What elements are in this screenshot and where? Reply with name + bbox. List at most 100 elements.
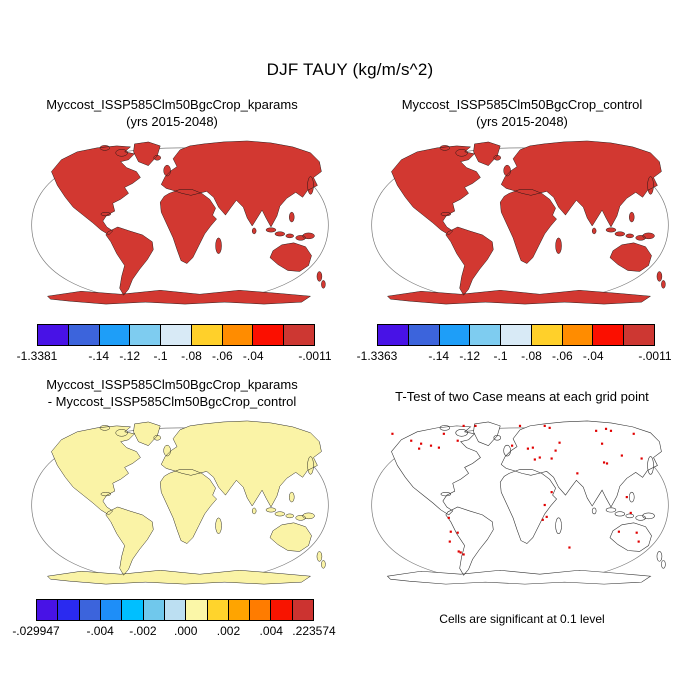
map-difference bbox=[31, 420, 329, 585]
colorbar-swatches bbox=[37, 324, 315, 346]
significant-cell-marker bbox=[459, 551, 462, 554]
colorbar-segment bbox=[593, 325, 625, 345]
significant-cell-marker bbox=[637, 540, 640, 543]
colorbar-segment bbox=[186, 600, 208, 620]
colorbar-segment bbox=[191, 325, 223, 345]
significant-cell-marker bbox=[640, 457, 643, 460]
colorbar-tick-label: -.029947 bbox=[12, 624, 60, 638]
significant-cell-marker bbox=[538, 456, 541, 459]
colorbar-tick-label: -.04 bbox=[582, 349, 604, 363]
significant-cell-marker bbox=[602, 461, 606, 464]
colorbar-tick-label: -.04 bbox=[242, 349, 264, 363]
colorbar-segment bbox=[562, 325, 594, 345]
significant-cell-marker bbox=[511, 444, 514, 447]
map-ttest bbox=[371, 420, 669, 585]
colorbar-segment bbox=[68, 325, 100, 345]
significant-cell-marker bbox=[531, 446, 534, 449]
colorbar-segment bbox=[292, 600, 314, 620]
colorbar-segment bbox=[207, 600, 229, 620]
panel-title-control-line2: (yrs 2015-2048) bbox=[476, 114, 568, 129]
colorbar-segment bbox=[58, 600, 80, 620]
panel-title-difference: Myccost_ISSP585Clm50BgcCrop_kparams - My… bbox=[2, 376, 342, 410]
colorbar-segment bbox=[470, 325, 502, 345]
significant-cell-marker bbox=[545, 515, 548, 518]
colorbar-segment bbox=[253, 325, 285, 345]
panel-title-difference-line2: - Myccost_ISSP585Clm50BgcCrop_control bbox=[47, 394, 297, 409]
colorbar-tick-label: -.0011 bbox=[298, 349, 332, 363]
significant-cell-marker bbox=[518, 424, 522, 427]
land-shading bbox=[47, 420, 326, 585]
panel-title-kparams-line2: (yrs 2015-2048) bbox=[126, 114, 218, 129]
colorbar-tick-label: -.0011 bbox=[638, 349, 672, 363]
significant-cell-marker bbox=[462, 553, 465, 556]
colorbar-control: -1.3363 -.14 -.12 -.1 -.08 -.06 -.04 -.0011 bbox=[357, 324, 672, 363]
significant-cell-marker bbox=[447, 516, 450, 519]
significant-cell-marker bbox=[550, 491, 553, 494]
significant-cell-marker bbox=[620, 454, 623, 457]
significant-cell-marker bbox=[449, 530, 452, 533]
colorbar-swatches bbox=[377, 324, 655, 346]
significant-cell-marker bbox=[456, 531, 459, 534]
colorbar-kparams: -1.3381 -.14 -.12 -.1 -.08 -.06 -.04 -.0011 bbox=[17, 324, 332, 363]
colorbar-segment bbox=[439, 325, 471, 345]
colorbar-tick-label: -.1 bbox=[493, 349, 508, 363]
colorbar-segment bbox=[38, 325, 69, 345]
colorbar-segment bbox=[284, 325, 315, 345]
significant-cell-marker bbox=[548, 426, 551, 429]
significant-cell-marker bbox=[474, 424, 477, 427]
significant-cell-marker bbox=[625, 496, 628, 499]
panel-title-kparams-line1: Myccost_ISSP585Clm50BgcCrop_kparams bbox=[46, 97, 298, 112]
significant-cell-marker bbox=[533, 458, 536, 461]
significant-cell-marker bbox=[429, 444, 433, 447]
significant-cell-marker bbox=[595, 429, 598, 432]
colorbar-segment bbox=[228, 600, 251, 620]
colorbar-tick-label: -.06 bbox=[551, 349, 573, 363]
panel-title-kparams: Myccost_ISSP585Clm50BgcCrop_kparams (yrs… bbox=[2, 96, 342, 130]
colorbar-tick-label: -.06 bbox=[211, 349, 233, 363]
significant-cell-marker bbox=[558, 441, 561, 444]
ttest-caption: Cells are significant at 0.1 level bbox=[439, 612, 605, 626]
significant-cell-marker bbox=[605, 462, 609, 465]
significant-cell-marker bbox=[418, 447, 421, 450]
colorbar-labels: -1.3363 -.14 -.12 -.1 -.08 -.06 -.04 -.0011 bbox=[357, 349, 672, 363]
significant-cells-layer bbox=[391, 424, 643, 556]
land-shading bbox=[47, 140, 326, 305]
significant-cell-marker bbox=[629, 511, 632, 514]
colorbar-segment bbox=[37, 600, 59, 620]
colorbar-tick-label: -.14 bbox=[88, 349, 110, 363]
colorbar-difference: -.029947 -.004 -.002 .000 .002 .004 .223574 bbox=[12, 599, 336, 638]
significant-cell-marker bbox=[600, 442, 604, 445]
significant-cell-marker bbox=[437, 446, 440, 449]
colorbar-segment bbox=[378, 325, 409, 345]
colorbar-segment bbox=[100, 600, 123, 620]
significant-cell-marker bbox=[420, 442, 423, 445]
panel-title-ttest: T-Test of two Case means at each grid po… bbox=[352, 388, 692, 405]
significant-cell-marker bbox=[617, 530, 620, 533]
colorbar-segment bbox=[408, 325, 440, 345]
significant-cell-marker bbox=[604, 427, 608, 430]
colorbar-tick-label: .223574 bbox=[292, 624, 336, 638]
colorbar-segment bbox=[624, 325, 655, 345]
colorbar-tick-label: -.1 bbox=[153, 349, 168, 363]
colorbar-segment bbox=[271, 600, 293, 620]
significant-cell-marker bbox=[456, 439, 459, 442]
colorbar-tick-label: -.14 bbox=[428, 349, 450, 363]
significant-cell-marker bbox=[609, 429, 613, 432]
colorbar-tick-label: -.004 bbox=[86, 624, 114, 638]
significant-cell-marker bbox=[550, 457, 553, 460]
colorbar-swatches bbox=[36, 599, 314, 621]
colorbar-segment bbox=[164, 600, 187, 620]
colorbar-segment bbox=[250, 600, 272, 620]
colorbar-segment bbox=[531, 325, 563, 345]
panel-title-ttest-line1: T-Test of two Case means at each grid po… bbox=[395, 389, 649, 404]
colorbar-tick-label: -.08 bbox=[181, 349, 202, 363]
colorbar-tick-label: -.002 bbox=[129, 624, 157, 638]
significant-cell-marker bbox=[526, 447, 529, 450]
significant-cell-marker bbox=[442, 432, 445, 435]
colorbar-labels: -.029947 -.004 -.002 .000 .002 .004 .223574 bbox=[12, 624, 335, 638]
colorbar-tick-label: -.12 bbox=[119, 349, 140, 363]
colorbar-tick-label: -1.3363 bbox=[356, 349, 398, 363]
colorbar-tick-label: -1.3381 bbox=[16, 349, 58, 363]
colorbar-tick-label: -.08 bbox=[521, 349, 542, 363]
colorbar-segment bbox=[161, 325, 192, 345]
